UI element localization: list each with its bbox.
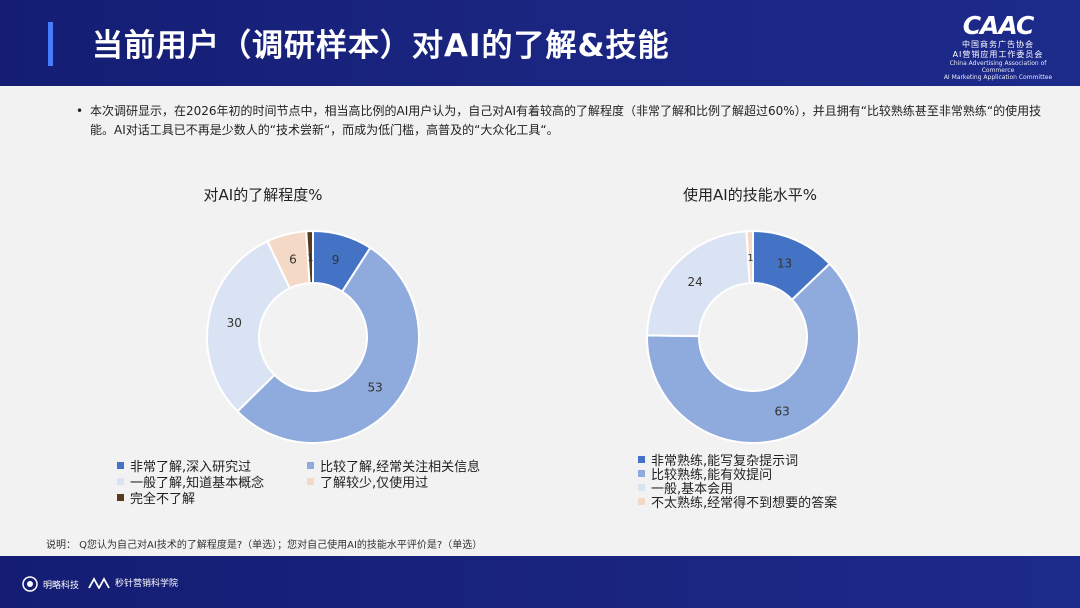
chart-2-legend-label-4: 不太熟练,经常得不到想要的答案 [651, 496, 838, 511]
footer: 明略科技 秒针营销科学院 [0, 556, 1080, 608]
chart-2-data-label-2: 63 [775, 404, 790, 418]
chart-2-slice-4 [745, 229, 754, 285]
chart-2-legend-label-2: 比较熟练,能有效提问 [651, 468, 773, 483]
chart-1-legend-swatch-3 [117, 478, 124, 485]
chart-1-legend-label-1: 非常了解,深入研究过 [130, 460, 252, 475]
chart-1-legend-label-2: 比较了解,经常关注相关信息 [320, 460, 481, 475]
chart-1-slice-3 [206, 239, 292, 413]
chart-2-legend-swatch-1 [638, 456, 645, 463]
chart-1-data-label-1: 9 [332, 253, 340, 267]
chart-1-legend-swatch-2 [307, 462, 314, 469]
footer-brand-2: 秒针营销科学院 [88, 576, 178, 589]
chart-1-slice-5 [305, 229, 314, 285]
miaozhen-logo-icon [88, 576, 110, 589]
header: 当前用户（调研样本）对AI的了解&技能 CAAC 中国商务广告协会 AI营销应用… [0, 0, 1080, 86]
chart-2-slice-2 [646, 262, 860, 444]
chart-2-legend-item-1: 非常熟练,能写复杂提示词 [638, 450, 798, 469]
chart-1-legend-item-2: 比较了解,经常关注相关信息 [307, 456, 480, 475]
chart-2-donut: 13 63 24 1 [645, 229, 860, 444]
chart-1-legend-label-4: 了解较少,仅使用过 [320, 476, 429, 491]
chart-2-legend-label-1: 非常熟练,能写复杂提示词 [651, 454, 799, 469]
chart-2-legend-swatch-3 [638, 484, 645, 491]
logo-line-3: China Advertising Association of Commerc… [949, 60, 1047, 74]
mininglamp-logo-icon [22, 576, 38, 592]
chart-2-slice-3 [645, 230, 751, 338]
logo-line-2: AI营销应用工作委员会 [952, 50, 1044, 59]
chart-1-legend: 非常了解,深入研究过 比较了解,经常关注相关信息一般了解,知道基本概念 了解较少,仅… [117, 456, 517, 507]
chart-1-legend-label-3: 一般了解,知道基本概念 [130, 476, 265, 491]
chart-1-legend-label-5: 完全不了解 [130, 492, 196, 507]
footer-brand-2-label: 秒针营销科学院 [115, 579, 179, 589]
chart-1-data-label-4: 6 [289, 253, 297, 267]
chart-2-data-label-3: 24 [687, 275, 702, 289]
chart-2-legend-item-2: 比较熟练,能有效提问 [638, 464, 772, 483]
intro-text: 本次调研显示，在2026年初的时间节点中，相当高比例的AI用户认为，自己对AI有… [90, 104, 1042, 137]
logo-line-4: AI Marketing Application Committee [943, 74, 1053, 81]
chart-2-title: 使用AI的技能水平% [683, 186, 817, 204]
chart-2-legend-item-3: 一般,基本会用 [638, 478, 733, 497]
chart-2-legend-swatch-2 [638, 470, 645, 477]
footer-brand-1-label: 明略科技 [43, 580, 80, 591]
chart-1-legend-item-5: 完全不了解 [117, 488, 195, 507]
bullet-mark: • [76, 104, 84, 118]
chart-1-legend-swatch-5 [117, 494, 124, 501]
intro-paragraph: • 本次调研显示，在2026年初的时间节点中，相当高比例的AI用户认为，自己对A… [76, 102, 1045, 140]
chart-2-data-label-1: 13 [777, 256, 792, 270]
survey-note: 说明： Q您认为自己对AI技术的了解程度是?（单选）；您对自己使用AI的技能水平… [46, 540, 483, 551]
chart-2-legend-label-3: 一般,基本会用 [651, 482, 734, 497]
caac-logo: CAAC 中国商务广告协会 AI营销应用工作委员会 China Advertis… [938, 11, 1058, 82]
chart-1-legend-swatch-4 [307, 478, 314, 485]
footer-brand-1: 明略科技 [22, 576, 79, 592]
logo-line-1: 中国商务广告协会 [962, 40, 1034, 49]
chart-1-legend-item-3: 一般了解,知道基本概念 [117, 472, 264, 491]
chart-1-legend-swatch-1 [117, 462, 124, 469]
chart-2-legend-item-4: 不太熟练,经常得不到想要的答案 [638, 492, 837, 511]
chart-1-title: 对AI的了解程度% [203, 186, 323, 204]
chart-1-data-label-5: 1 [307, 253, 313, 264]
chart-2-legend: 非常熟练,能写复杂提示词 比较熟练,能有效提问 一般,基本会用 不太熟练,经常得不到想… [638, 450, 938, 511]
chart-1-slice-2 [236, 246, 420, 444]
chart-2-legend-swatch-4 [638, 498, 645, 505]
chart-2-data-label-4: 1 [747, 253, 753, 264]
logo-mark: CAAC [962, 11, 1035, 40]
chart-1-legend-item-1: 非常了解,深入研究过 [117, 456, 251, 475]
title-accent-bar [48, 22, 53, 66]
chart-1-data-label-2: 53 [367, 380, 382, 394]
chart-1-data-label-3: 30 [227, 316, 242, 330]
chart-1-legend-item-4: 了解较少,仅使用过 [307, 472, 428, 491]
page-title: 当前用户（调研样本）对AI的了解&技能 [92, 28, 670, 64]
chart-1-donut: 9 53 30 6 1 [206, 229, 420, 444]
